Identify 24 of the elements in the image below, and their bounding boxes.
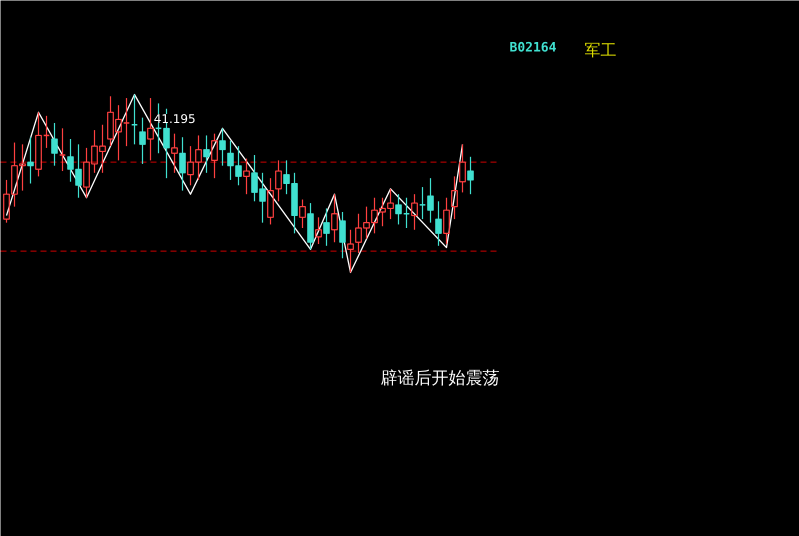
text: 军工	[584, 40, 616, 60]
candlestick	[203, 134, 210, 174]
candlestick	[331, 194, 338, 243]
candlestick	[467, 156, 474, 195]
candlestick	[139, 117, 146, 165]
text: B02164	[510, 40, 557, 56]
candlestick	[347, 229, 354, 274]
candlestick	[323, 208, 330, 246]
candlestick	[27, 136, 34, 184]
candlestick	[459, 144, 466, 193]
candlestick	[275, 160, 282, 202]
candlestick	[435, 200, 442, 246]
annotation: 41.195	[154, 112, 196, 126]
candlestick	[51, 122, 58, 166]
candlestick	[130, 94, 138, 145]
candlestick	[243, 158, 250, 195]
candlestick	[443, 197, 450, 245]
candlestick	[451, 176, 458, 220]
candlestick	[147, 97, 154, 161]
candlestick	[219, 128, 226, 166]
candlestick	[179, 136, 186, 192]
candlestick	[171, 133, 178, 174]
candlestick	[58, 128, 66, 172]
text: 辟谣后开始震荡	[380, 368, 500, 388]
